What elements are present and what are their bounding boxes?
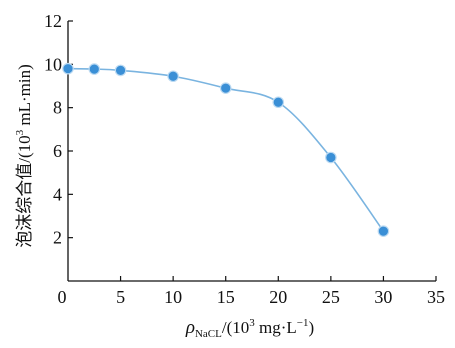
x-axis-label-subscript: NaCL (195, 328, 222, 340)
x-tick-label: 5 (116, 287, 125, 307)
y-tick-label: 4 (53, 184, 62, 204)
data-point (272, 96, 285, 109)
y-tick-label: 10 (44, 54, 62, 74)
data-point (167, 70, 179, 83)
y-axis-label: 泡沫综合值/(103 mL·min) (14, 64, 34, 248)
y-tick-label: 8 (53, 98, 62, 118)
ticks: 2 4 6 8 10 12 5 10 15 20 25 30 35 0 (44, 11, 445, 307)
data-point (219, 82, 232, 94)
y-axis-label-unit: mL·min) (15, 64, 34, 130)
y-tick-label: 6 (53, 141, 62, 161)
x-axis-label-unit-mid: mg·L (255, 318, 297, 337)
data-point (62, 62, 74, 75)
series (62, 62, 390, 237)
data-point (114, 64, 127, 77)
x-tick-label: 15 (217, 287, 235, 307)
data-point (325, 151, 337, 164)
origin-label: 0 (58, 287, 67, 307)
x-tick-label: 10 (164, 287, 182, 307)
x-axis-label-unit-close: ) (308, 318, 314, 337)
axes (67, 21, 436, 282)
x-axis-label-unit-exp2: −1 (297, 317, 309, 329)
x-tick-label: 30 (374, 287, 392, 307)
x-tick-label: 35 (427, 287, 445, 307)
y-tick-label: 12 (44, 11, 62, 31)
x-axis-label-unit-open: /(10 (222, 318, 249, 337)
y-axis-label-exp: 3 (14, 129, 26, 135)
x-tick-label: 20 (269, 287, 287, 307)
y-tick-label: 2 (53, 228, 62, 248)
x-axis-label-unit-exp: 3 (249, 317, 255, 329)
x-axis-label: ρNaCL/(103 mg·L−1) (185, 317, 314, 340)
x-axis-label-symbol: ρ (185, 317, 195, 338)
y-axis-label-text: 泡沫综合值/(10 (15, 135, 34, 247)
data-point (377, 225, 390, 237)
x-tick-label: 25 (322, 287, 340, 307)
data-point (88, 63, 101, 75)
